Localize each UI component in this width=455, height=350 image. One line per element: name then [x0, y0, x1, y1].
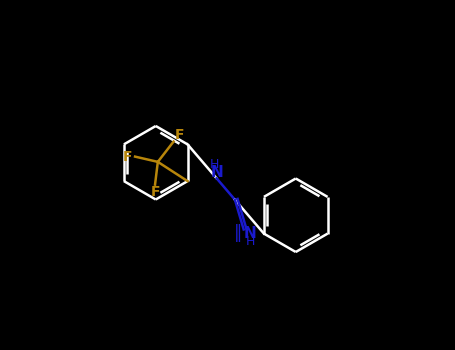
- Text: N: N: [243, 226, 256, 241]
- Text: H: H: [210, 159, 219, 172]
- Text: H: H: [245, 235, 255, 248]
- Text: F: F: [150, 185, 160, 199]
- Text: F: F: [174, 128, 184, 142]
- Text: N: N: [210, 165, 223, 180]
- Text: ‖: ‖: [234, 224, 243, 242]
- Text: F: F: [123, 150, 132, 164]
